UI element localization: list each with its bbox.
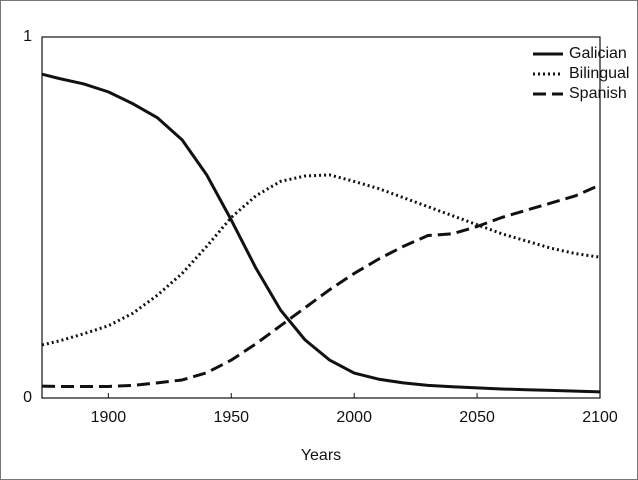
legend-label: Galician (569, 45, 627, 62)
legend-label: Bilingual (569, 65, 629, 82)
x-tick-label: 1950 (213, 409, 249, 426)
legend-label: Spanish (569, 85, 627, 102)
plot-frame (41, 36, 601, 399)
y-tick-label: 0 (23, 389, 32, 406)
series-line (41, 183, 601, 388)
x-tick-label: 1900 (91, 409, 127, 426)
series-line (41, 173, 601, 347)
x-axis-label: Years (301, 447, 341, 464)
x-tick-label: 2100 (582, 409, 618, 426)
x-tick-label: 2050 (459, 409, 495, 426)
series-line (41, 72, 601, 394)
y-tick-label: 1 (23, 28, 32, 45)
x-tick-label: 2000 (336, 409, 372, 426)
